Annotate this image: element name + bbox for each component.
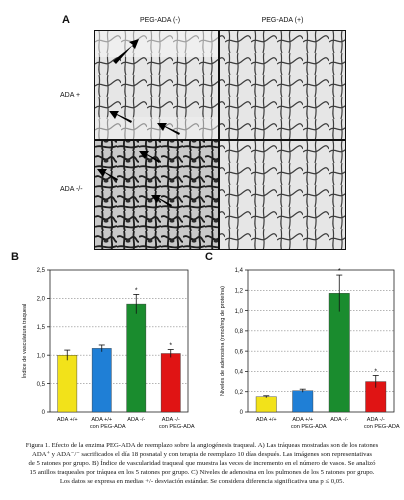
x-tick-label: con PEG-ADA [90, 424, 126, 430]
chart-panel-b: 0 0,5 1,0 1,5 2,0 2,5 Índice de vasculatura tr… [21, 268, 195, 430]
row-label-ada-plus: ADA + [60, 92, 81, 99]
y-tick-label: 0,2 [235, 390, 244, 396]
caption-line: Los datos se expresa en medias +/- desvi… [59, 478, 345, 485]
x-tick-label: ADA -/- [330, 417, 348, 423]
x-tick-label: con PEG-ADA [364, 424, 400, 430]
bar [255, 396, 277, 413]
micrograph-grid [94, 30, 346, 250]
panel-b-letter: B [11, 251, 19, 263]
y-axis-label: Niveles de adenosina (nmol/mg de proteín… [220, 286, 226, 396]
x-tick-label: con PEG-ADA [159, 424, 195, 430]
y-tick-label: 2,0 [37, 297, 46, 303]
y-tick-label: 1,2 [235, 288, 244, 294]
x-tick-label: ADA +/+ [91, 417, 112, 423]
x-tick-label: ADA -/- [162, 417, 180, 423]
y-tick-label: 2,5 [37, 268, 46, 274]
x-tick-label: ADA +/+ [256, 417, 277, 423]
caption-line: 15 anillos traqueales por tráquea en los… [29, 469, 375, 476]
x-tick-label: con PEG-ADA [291, 424, 327, 430]
significance-marker: * [338, 268, 341, 275]
x-tick-label: ADA +/+ [57, 417, 78, 423]
bar [160, 353, 181, 413]
y-tick-label: 1,5 [37, 325, 46, 331]
figure-caption: Figura 1. Efecto de la enzima PEG-ADA de… [2, 441, 402, 486]
x-tick-label: ADA -/- [127, 417, 145, 423]
chart-panel-c: 0 0,2 0,4 0,6 0,8 1,0 1,2 1,4 Niveles de adenosi… [220, 268, 400, 430]
plot-frame [49, 269, 189, 413]
significance-marker: * [374, 368, 377, 375]
bar [126, 303, 147, 413]
micrograph-ada-plus-peg-plus [220, 31, 345, 139]
panel-a-letter: A [62, 14, 70, 26]
y-tick-label: 1,0 [235, 309, 244, 315]
row-label-ada-ko: ADA -/- [60, 186, 83, 193]
significance-marker: * [135, 287, 138, 294]
caption-line: ADA⁺ y ADA⁻/⁻ sacrificados el día 18 pos… [31, 451, 373, 458]
y-tick-label: 0,8 [235, 329, 244, 335]
bar [292, 390, 314, 413]
col-header-peg-minus: PEG-ADA (-) [139, 17, 181, 24]
col-header-peg-plus: PEG-ADA (+) [261, 17, 304, 24]
y-tick-label: 0,5 [37, 382, 46, 388]
x-tick-label: ADA +/+ [292, 417, 313, 423]
bar [91, 348, 112, 413]
caption-line: Figura 1. Efecto de la enzima PEG-ADA de… [25, 442, 379, 449]
y-axis-label: Índice de vasculatura traqueal [21, 304, 28, 379]
y-tick-label: 1,0 [37, 353, 46, 359]
micrograph-ada-ko-peg-plus [220, 141, 345, 249]
y-tick-label: 0 [240, 410, 244, 416]
x-tick-label: ADA -/- [367, 417, 385, 423]
y-tick-label: 0,4 [235, 370, 244, 376]
arrow-markers [97, 39, 180, 207]
plot-frame [247, 269, 395, 413]
significance-marker: * [169, 343, 172, 350]
y-tick-label: 0,6 [235, 349, 244, 355]
y-tick-label: 1,4 [235, 268, 244, 274]
caption-line: de 5 ratones por grupo. B) Índice de vas… [28, 460, 376, 467]
bar [57, 354, 78, 413]
panel-c-letter: C [205, 251, 213, 263]
y-tick-label: 0 [42, 410, 46, 416]
